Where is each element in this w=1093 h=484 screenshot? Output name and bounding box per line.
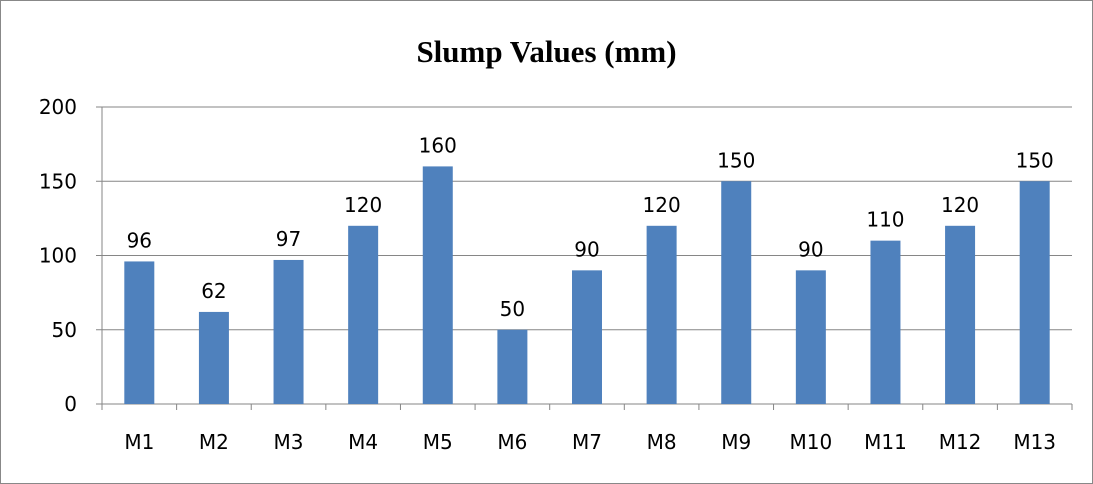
data-label: 96 — [127, 228, 152, 252]
y-tick-label: 200 — [39, 95, 77, 119]
data-label: 120 — [344, 193, 382, 217]
bar-M2 — [198, 311, 229, 404]
bar-M1 — [124, 261, 155, 404]
bar-M3 — [273, 259, 304, 404]
data-label: 62 — [201, 279, 226, 303]
y-tick-label: 50 — [52, 318, 77, 342]
bar-M7 — [572, 270, 602, 404]
data-label: 50 — [500, 297, 525, 321]
x-tick-label: M6 — [497, 430, 527, 454]
x-tick-label: M10 — [789, 430, 832, 454]
data-label: 97 — [276, 227, 301, 251]
data-label: 160 — [419, 133, 457, 157]
bar-M13 — [1019, 181, 1050, 404]
x-tick-label: M11 — [864, 430, 907, 454]
y-tick-label: 150 — [39, 169, 77, 193]
bar-M9 — [721, 181, 752, 404]
data-label: 90 — [574, 237, 599, 261]
y-tick-label: 0 — [64, 392, 77, 416]
x-tick-label: M3 — [274, 430, 304, 454]
data-label: 110 — [866, 208, 904, 232]
x-tick-label: M1 — [124, 430, 154, 454]
x-tick-label: M4 — [348, 430, 378, 454]
data-label: 150 — [717, 148, 755, 172]
bars — [124, 166, 1050, 404]
bar-M12 — [945, 225, 976, 404]
x-tick-label: M2 — [199, 430, 229, 454]
bar-M5 — [422, 166, 453, 404]
x-tick-label: M9 — [721, 430, 751, 454]
x-tick-label: M5 — [423, 430, 453, 454]
bar-M6 — [497, 329, 528, 404]
x-tick-label: M13 — [1013, 430, 1056, 454]
bar-M4 — [348, 225, 379, 404]
data-label: 120 — [643, 193, 681, 217]
data-label: 90 — [798, 237, 823, 261]
x-tick-label: M12 — [939, 430, 982, 454]
data-label: 150 — [1016, 148, 1054, 172]
chart-title: Slump Values (mm) — [416, 34, 677, 69]
x-tick-label: M7 — [572, 430, 602, 454]
data-label: 120 — [941, 193, 979, 217]
x-tick-label: M8 — [647, 430, 677, 454]
y-tick-label: 100 — [39, 244, 77, 268]
labels: 0 50 100 150 200 96 M1 62 M2 97 M3 120 M4 160 M5 50 M6 90… — [39, 95, 1056, 454]
bar-M10 — [795, 270, 826, 404]
bar-M11 — [870, 240, 901, 404]
bar-M8 — [646, 225, 677, 404]
